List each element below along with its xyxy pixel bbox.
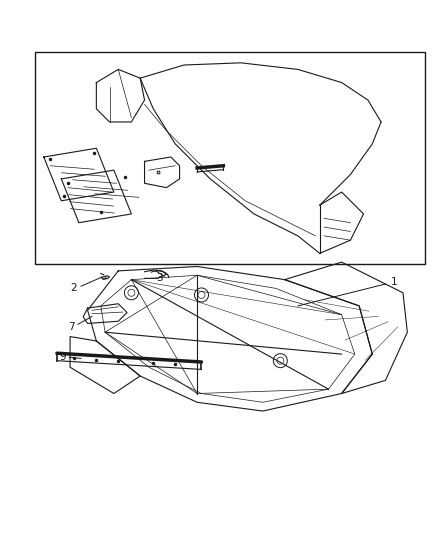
Text: 1: 1 (391, 277, 398, 287)
Text: 9: 9 (59, 352, 66, 362)
Text: 7: 7 (67, 321, 74, 332)
Bar (35, 52, 425, 264)
Text: 2: 2 (70, 284, 77, 293)
Text: 3: 3 (156, 273, 163, 284)
